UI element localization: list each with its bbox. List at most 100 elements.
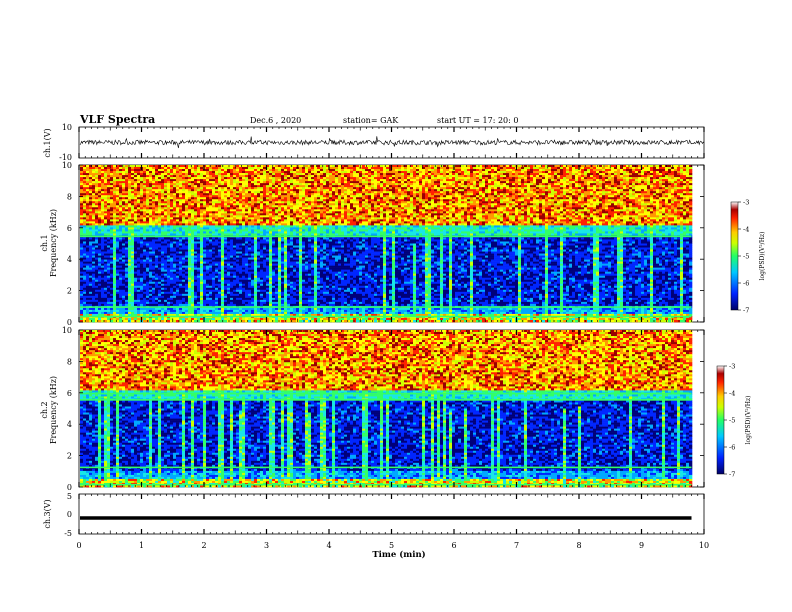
spectrogram-cell	[158, 251, 162, 254]
spectrogram-cell	[134, 203, 138, 206]
start-time-label: start UT = 17: 20: 0	[437, 116, 518, 125]
spectrogram-cell	[95, 265, 99, 268]
spectrogram-cell	[110, 241, 114, 244]
spectrogram-cell	[218, 293, 222, 297]
spectrogram-cell	[149, 205, 153, 208]
spectrogram-cell	[203, 227, 207, 230]
spectrogram-cell	[137, 197, 141, 200]
spectrogram-cell	[149, 311, 153, 315]
spectrogram-cell	[191, 183, 195, 186]
spectrogram-cell	[245, 271, 249, 274]
spectrogram-cell	[185, 263, 189, 266]
spectrogram-cell	[146, 191, 150, 194]
spectrogram-cell	[80, 177, 84, 180]
spectrogram-cell	[245, 193, 249, 196]
spectrogram-cell	[110, 299, 114, 303]
spectrogram-cell	[230, 229, 234, 232]
spectrogram-cell	[173, 309, 177, 313]
spectrogram-cell	[155, 173, 159, 176]
spectrogram-cell	[134, 267, 138, 270]
spectrogram-cell	[239, 295, 243, 299]
spectrogram-cell	[236, 311, 240, 315]
spectrogram-cell	[80, 271, 84, 274]
spectrogram-cell	[125, 191, 129, 194]
spectrogram-cell	[191, 265, 195, 268]
spectrogram-cell	[239, 271, 243, 274]
spectrogram-cell	[179, 277, 183, 281]
spectrogram-cell	[89, 283, 93, 287]
spectrogram-cell	[155, 203, 159, 206]
spectrogram-cell	[113, 295, 117, 299]
spectrogram-cell	[104, 299, 108, 303]
spectrogram-cell	[239, 317, 243, 321]
spectrogram-cell	[221, 211, 225, 214]
spectrogram-cell	[80, 175, 84, 178]
spectrogram-cell	[194, 277, 198, 281]
spectrogram-cell	[95, 205, 99, 208]
spectrogram-cell	[119, 195, 123, 198]
spectrogram-cell	[263, 207, 267, 210]
spectrogram-cell	[236, 177, 240, 180]
spectrogram-cell	[233, 189, 237, 192]
spectrogram-cell	[137, 173, 141, 176]
spectrogram-cell	[170, 237, 174, 240]
spectrogram-cell	[176, 313, 180, 317]
spectrogram-cell	[158, 209, 162, 212]
spectrogram-cell	[146, 255, 150, 258]
spectrogram-cell	[254, 283, 258, 287]
spectrogram-cell	[107, 263, 111, 266]
spectrogram-cell	[98, 175, 102, 178]
spectrogram-cell	[134, 197, 138, 200]
spectrogram-cell	[173, 175, 177, 178]
spectrogram-cell	[233, 265, 237, 268]
spectrogram-cell	[83, 311, 87, 315]
spectrogram-cell	[143, 317, 147, 321]
spectrogram-cell	[194, 207, 198, 210]
spectrogram-cell	[254, 229, 258, 232]
spectrogram-cell	[173, 169, 177, 172]
spectrogram-cell	[239, 291, 243, 295]
spectrogram-cell	[203, 189, 207, 192]
spectrogram-cell	[200, 265, 204, 268]
spectrogram-cell	[128, 217, 132, 220]
spectrogram-cell	[167, 199, 171, 202]
spectrogram-cell	[113, 187, 117, 190]
spectrogram-cell	[140, 211, 144, 214]
spectrogram-cell	[182, 285, 186, 289]
spectrogram-cell	[209, 309, 213, 313]
spectrogram-cell	[116, 257, 120, 260]
spectrogram-cell	[128, 309, 132, 313]
spectrogram-cell	[95, 231, 99, 234]
spectrogram-cell	[83, 299, 87, 303]
spectrogram-cell	[239, 297, 243, 301]
spectrogram-cell	[218, 207, 222, 210]
spectrogram-cell	[122, 205, 126, 208]
spectrogram-cell	[215, 187, 219, 190]
spectrogram-cell	[149, 291, 153, 295]
spectrogram-cell	[206, 283, 210, 287]
spectrogram-cell	[191, 309, 195, 313]
spectrogram-cell	[161, 187, 165, 190]
spectrogram-cell	[176, 211, 180, 214]
spectrogram-cell	[152, 307, 156, 311]
spectrogram-cell	[89, 245, 93, 248]
spectrogram-cell	[206, 287, 210, 291]
spectrogram-cell	[137, 319, 141, 323]
spectrogram-cell	[110, 185, 114, 188]
spectrogram-cell	[170, 217, 174, 220]
spectrogram-cell	[215, 269, 219, 272]
spectrogram-cell	[89, 251, 93, 254]
spectrogram-cell	[137, 317, 141, 321]
spectrogram-cell	[245, 211, 249, 214]
spectrogram-cell	[167, 267, 171, 270]
spectrogram-cell	[122, 227, 126, 230]
spectrogram-cell	[257, 317, 261, 321]
spectrogram-cell	[248, 209, 252, 212]
spectrogram-cell	[209, 287, 213, 291]
spectrogram-cell	[260, 293, 264, 297]
spectrogram-cell	[113, 263, 117, 266]
spectrogram-cell	[80, 247, 84, 250]
spectrogram-cell	[227, 181, 231, 184]
spectrogram-cell	[161, 279, 165, 283]
spectrogram-cell	[224, 241, 228, 244]
